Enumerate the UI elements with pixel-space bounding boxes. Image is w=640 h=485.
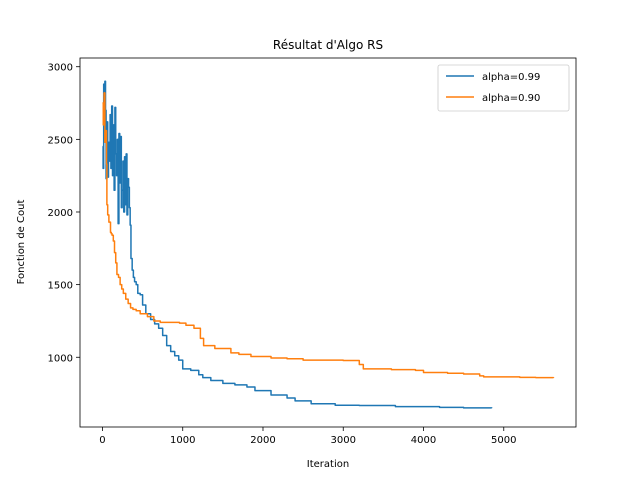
y-tick-label: 3000 <box>48 63 73 74</box>
x-tick-label: 5000 <box>491 435 516 446</box>
legend-label-alpha-090: alpha=0.90 <box>482 93 540 104</box>
y-tick-label: 2500 <box>48 135 73 146</box>
series-layer <box>102 80 555 409</box>
x-axis-label: Iteration <box>307 459 349 470</box>
x-tick-label: 2000 <box>250 435 275 446</box>
x-axis-ticks: 0 1000 2000 3000 4000 5000 <box>99 427 516 446</box>
y-tick-label: 2000 <box>48 208 73 219</box>
x-tick-label: 3000 <box>331 435 356 446</box>
x-tick-label: 0 <box>99 435 105 446</box>
y-axis-ticks: 1000 1500 2000 2500 3000 <box>48 63 80 364</box>
legend: alpha=0.99 alpha=0.90 <box>437 64 570 112</box>
axes-frame <box>79 57 577 428</box>
y-tick-label: 1000 <box>48 353 73 364</box>
x-tick-label: 1000 <box>170 435 195 446</box>
x-tick-label: 4000 <box>411 435 436 446</box>
y-axis-label: Fonction de Cout <box>16 200 27 285</box>
y-tick-label: 1500 <box>48 281 73 292</box>
plot-area <box>79 57 577 428</box>
series-line-1 <box>102 92 555 379</box>
chart-title: Résultat d'Algo RS <box>273 38 383 52</box>
series-line-0 <box>102 80 493 409</box>
legend-label-alpha-099: alpha=0.99 <box>482 72 540 83</box>
